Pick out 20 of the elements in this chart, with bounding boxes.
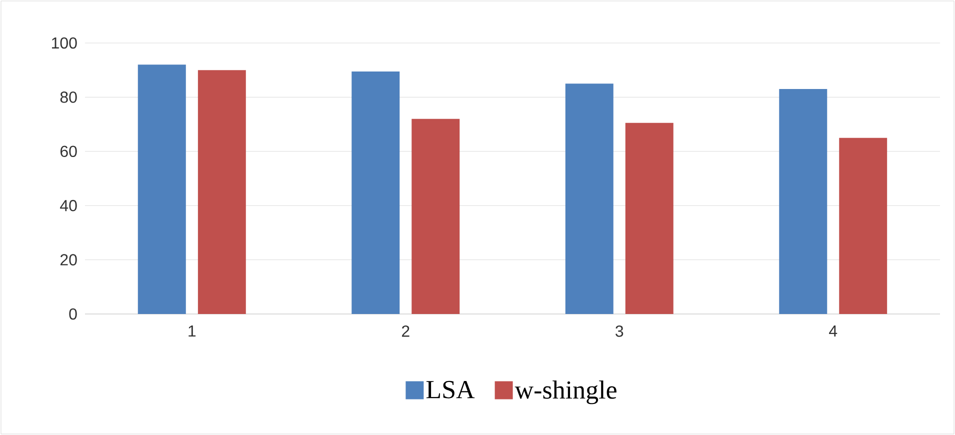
y-tick-label: 40	[60, 200, 77, 212]
bar	[352, 71, 400, 314]
bar	[412, 118, 460, 314]
bar	[625, 122, 674, 314]
bar	[565, 84, 614, 314]
legend-label: LSA	[426, 380, 475, 398]
x-tick-label: 4	[829, 326, 838, 337]
y-tick-label: 20	[60, 254, 77, 266]
x-tick-label: 1	[188, 326, 196, 337]
y-tick-label: 0	[69, 308, 77, 320]
bar	[138, 64, 186, 314]
legend-label: w-shingle	[514, 380, 616, 404]
y-tick-label: 80	[60, 92, 77, 103]
y-tick-label: 60	[60, 146, 77, 158]
bar	[839, 138, 888, 314]
y-tick-label: 100	[52, 37, 77, 49]
x-tick-label: 3	[616, 326, 624, 337]
bar	[198, 70, 246, 314]
x-tick-label: 2	[402, 326, 410, 337]
bar	[779, 89, 828, 314]
